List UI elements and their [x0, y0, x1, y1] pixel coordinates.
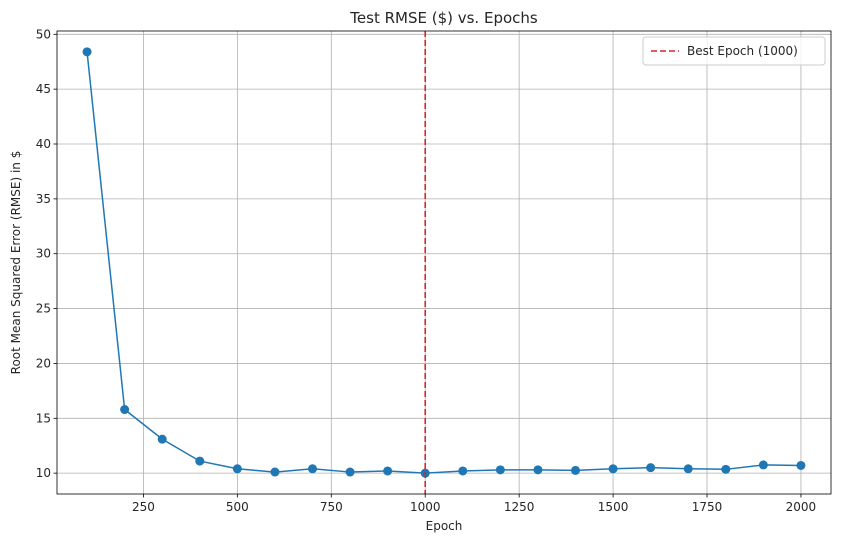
data-point [458, 466, 468, 476]
ticks-layer: 250 500 750 1000 1250 1500 1750 2000 10 15 20 25 30 3… [36, 27, 816, 514]
data-point [82, 47, 92, 57]
y-tick-label: 20 [36, 356, 51, 370]
data-point [383, 466, 393, 476]
y-tick-label: 25 [36, 302, 51, 316]
legend-label-best-epoch: Best Epoch (1000) [687, 44, 798, 58]
legend-box [642, 36, 826, 66]
data-point [270, 467, 280, 477]
data-point [232, 464, 242, 474]
x-axis-label: Epoch [426, 519, 463, 533]
y-tick-label: 15 [36, 411, 51, 425]
x-tick-label: 2000 [786, 500, 817, 514]
data-point [608, 464, 618, 474]
y-axis-label: Root Mean Squared Error (RMSE) in $ [9, 151, 23, 375]
y-tick-label: 10 [36, 466, 51, 480]
legend: Best Epoch (1000) [642, 36, 826, 66]
x-tick-label: 1500 [598, 500, 629, 514]
plot-frame [56, 30, 832, 495]
series-line [86, 51, 801, 474]
data-point [571, 465, 581, 475]
x-tick-label: 500 [226, 500, 249, 514]
y-tick-label: 45 [36, 82, 51, 96]
chart-title: Test RMSE ($) vs. Epochs [349, 9, 538, 27]
data-point [533, 465, 543, 475]
grid-layer [57, 31, 831, 494]
y-tick-label: 40 [36, 137, 51, 151]
data-point [758, 460, 768, 470]
data-point [157, 434, 167, 444]
y-tick-label: 50 [36, 27, 51, 41]
data-point [646, 463, 656, 473]
data-point [120, 405, 130, 415]
data-point [721, 464, 731, 474]
y-tick-label: 30 [36, 247, 51, 261]
data-point [307, 464, 317, 474]
data-point [796, 460, 806, 470]
x-tick-label: 1250 [504, 500, 535, 514]
data-point [495, 465, 505, 475]
data-point [195, 456, 205, 466]
plot-layer [82, 31, 806, 494]
x-tick-label: 1750 [692, 500, 723, 514]
data-point [683, 464, 693, 474]
x-tick-label: 750 [320, 500, 343, 514]
x-tick-label: 1000 [410, 500, 441, 514]
y-tick-label: 35 [36, 192, 51, 206]
x-tick-label: 250 [132, 500, 155, 514]
data-point [345, 467, 355, 477]
